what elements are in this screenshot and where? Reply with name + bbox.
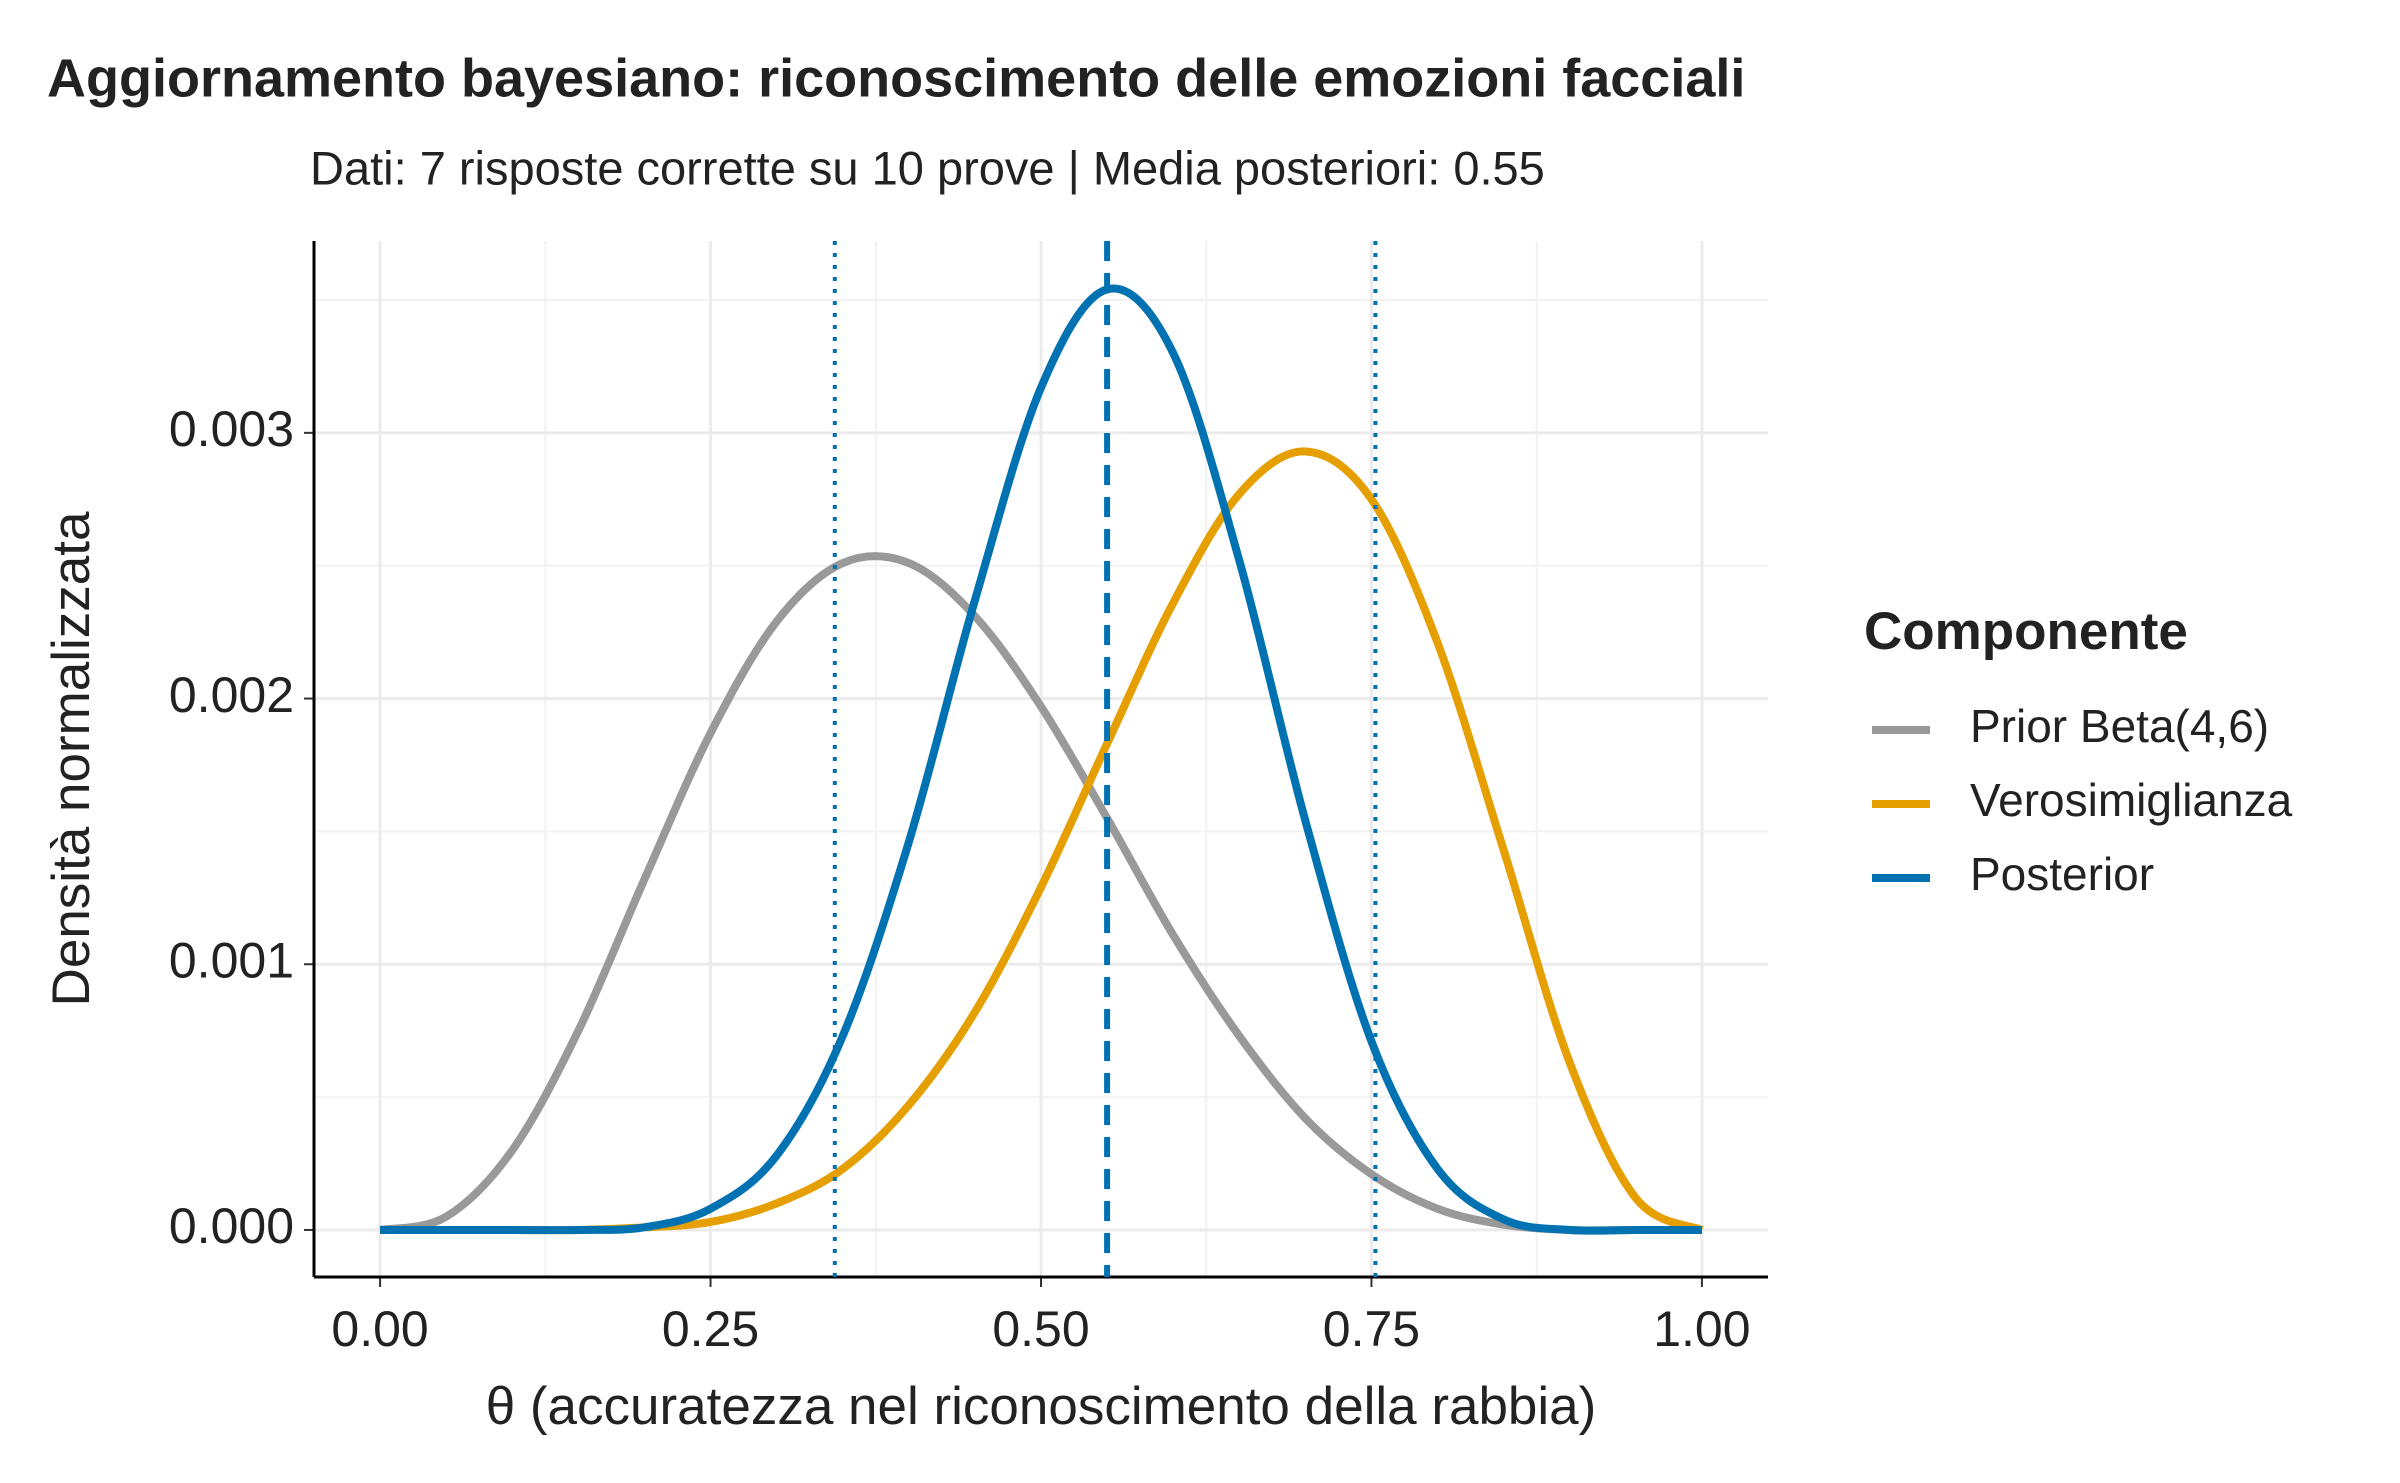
- x-tick-label: 0.00: [331, 1301, 428, 1357]
- legend-label: Prior Beta(4,6): [1970, 700, 2269, 752]
- y-tick-label: 0.001: [169, 932, 294, 988]
- chart-title: Aggiornamento bayesiano: riconoscimento …: [47, 48, 1745, 108]
- y-tick-label: 0.002: [169, 667, 294, 723]
- x-tick-label: 1.00: [1653, 1301, 1750, 1357]
- x-tick-label: 0.50: [992, 1301, 1089, 1357]
- x-axis-title: θ (accuratezza nel riconoscimento della …: [486, 1377, 1597, 1436]
- x-tick-label: 0.25: [662, 1301, 759, 1357]
- legend-label: Posterior: [1970, 848, 2154, 900]
- y-axis-title: Densità normalizzata: [42, 511, 101, 1006]
- y-tick-label: 0.003: [169, 401, 294, 457]
- legend-label: Verosimiglianza: [1970, 774, 2293, 826]
- chart-subtitle: Dati: 7 risposte corrette su 10 prove | …: [310, 141, 1545, 194]
- series-line: [379, 552, 1702, 1235]
- y-tick-label: 0.000: [169, 1198, 294, 1254]
- x-tick-label: 0.75: [1323, 1301, 1420, 1357]
- legend-title: Componente: [1864, 602, 2188, 661]
- series-line: [380, 284, 1702, 1235]
